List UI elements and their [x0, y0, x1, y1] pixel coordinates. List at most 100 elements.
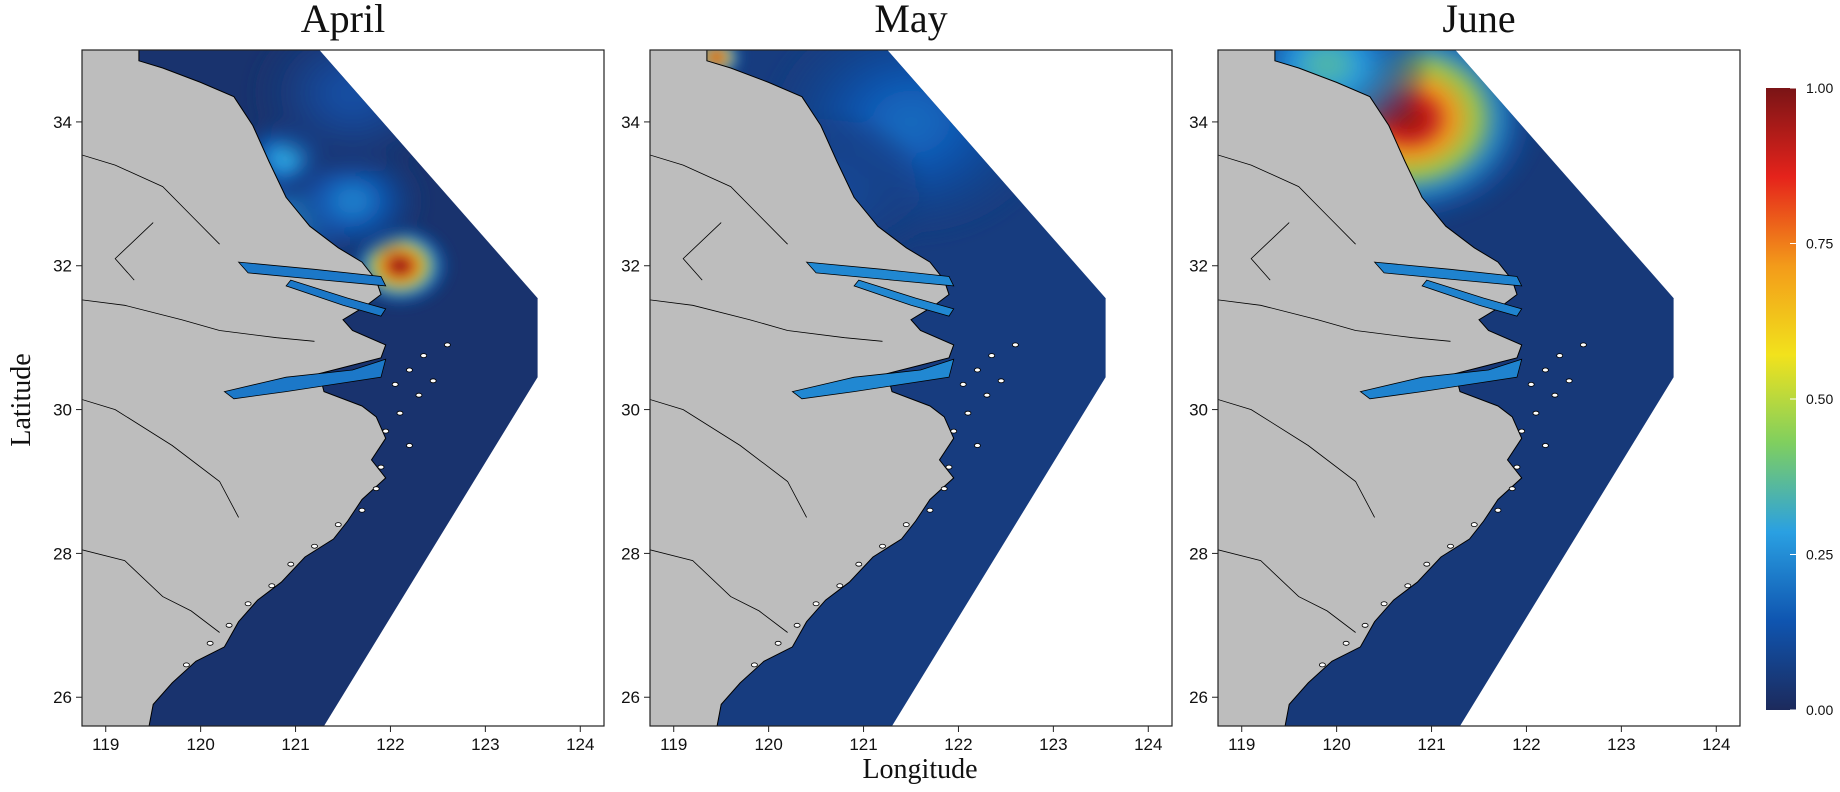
- island: [377, 464, 385, 470]
- x-tick-label: 124: [1702, 735, 1730, 754]
- province-border: [82, 299, 315, 342]
- island: [950, 428, 958, 434]
- island: [1565, 378, 1573, 384]
- island: [225, 622, 233, 628]
- y-tick-label: 26: [1189, 688, 1208, 707]
- island: [406, 367, 413, 373]
- island: [964, 410, 972, 416]
- island: [1342, 640, 1350, 646]
- island: [406, 443, 413, 448]
- island: [1527, 382, 1535, 387]
- colorbar-tick-label: 1.00: [1806, 80, 1833, 96]
- island: [1470, 522, 1478, 528]
- island: [1319, 662, 1326, 668]
- province-border: [650, 299, 883, 342]
- island: [793, 622, 801, 628]
- x-tick-label: 124: [1134, 735, 1162, 754]
- y-tick-label: 32: [1189, 257, 1208, 276]
- y-tick-label: 30: [53, 401, 72, 420]
- x-tick-label: 119: [92, 735, 119, 754]
- island: [959, 382, 967, 387]
- estuary: [1421, 279, 1523, 317]
- map-panel-april: April 119 120 121 122 123 124 26 28 30 32 34: [53, 0, 605, 754]
- island: [1404, 583, 1412, 589]
- island: [1551, 392, 1559, 398]
- x-tick-label: 123: [471, 735, 499, 754]
- panel-title: May: [874, 0, 947, 41]
- x-tick-label: 119: [660, 735, 687, 754]
- province-border: [114, 222, 154, 281]
- x-tick-label: 119: [1228, 735, 1255, 754]
- y-axis-title: Latitude: [6, 353, 37, 446]
- estuary: [285, 279, 387, 317]
- island: [1532, 410, 1540, 416]
- map-panels: April 119 120 121 122 123 124 26 28 30 32 34 May 119 1…: [53, 0, 1741, 754]
- x-tick-label: 123: [1039, 735, 1067, 754]
- island: [420, 353, 428, 359]
- island: [945, 464, 953, 470]
- x-tick-label: 120: [754, 735, 782, 754]
- y-tick-label: 30: [621, 401, 640, 420]
- estuary: [223, 358, 387, 400]
- estuary: [1373, 261, 1523, 287]
- panel-title: June: [1442, 0, 1515, 41]
- x-axis-title: Longitude: [862, 754, 977, 785]
- province-border: [650, 399, 807, 518]
- island: [974, 367, 981, 373]
- island: [1494, 507, 1502, 513]
- island: [774, 640, 782, 646]
- island: [396, 410, 404, 416]
- estuary: [805, 261, 955, 287]
- island: [902, 522, 910, 528]
- island: [1580, 342, 1587, 348]
- estuary: [853, 279, 955, 317]
- island: [1012, 342, 1019, 348]
- y-tick-label: 34: [1189, 113, 1208, 132]
- island: [334, 522, 342, 528]
- island: [1542, 367, 1549, 373]
- density-hotspot: [1274, 50, 1434, 151]
- island: [974, 443, 981, 448]
- island: [997, 378, 1005, 384]
- map-panel-may: May 119 120 121 122 123 124 26 28 30 32 34: [621, 0, 1173, 754]
- colorbar-tick-label: 0.00: [1806, 702, 1833, 718]
- island: [1380, 601, 1388, 607]
- island: [1518, 428, 1526, 434]
- island: [855, 561, 863, 567]
- colorbar-tick-label: 0.25: [1806, 547, 1833, 563]
- province-border: [82, 154, 220, 245]
- x-tick-label: 120: [1322, 735, 1350, 754]
- island: [244, 601, 252, 607]
- x-tick-label: 123: [1607, 735, 1635, 754]
- x-tick-label: 121: [281, 735, 309, 754]
- province-border: [1218, 154, 1356, 245]
- x-tick-label: 122: [376, 735, 404, 754]
- island: [751, 662, 758, 668]
- panel-frame: [649, 49, 1173, 727]
- y-tick-label: 32: [53, 257, 72, 276]
- y-tick-label: 34: [53, 113, 72, 132]
- island: [372, 486, 380, 492]
- island: [940, 486, 948, 492]
- province-border: [1218, 549, 1356, 633]
- x-tick-label: 122: [1512, 735, 1540, 754]
- x-tick-label: 122: [944, 735, 972, 754]
- island: [382, 428, 390, 434]
- island: [429, 378, 437, 384]
- province-border: [650, 549, 788, 633]
- colorbar-tick-label: 0.50: [1806, 391, 1833, 407]
- estuary: [1359, 358, 1523, 400]
- panel-frame: [81, 49, 605, 727]
- island: [358, 507, 366, 513]
- island: [415, 392, 423, 398]
- island: [988, 353, 996, 359]
- island: [836, 583, 844, 589]
- x-tick-label: 121: [1417, 735, 1445, 754]
- x-tick-label: 120: [186, 735, 214, 754]
- panel-frame: [1217, 49, 1741, 727]
- y-tick-label: 34: [621, 113, 640, 132]
- y-tick-label: 32: [621, 257, 640, 276]
- province-border: [1218, 399, 1375, 518]
- island: [391, 382, 399, 387]
